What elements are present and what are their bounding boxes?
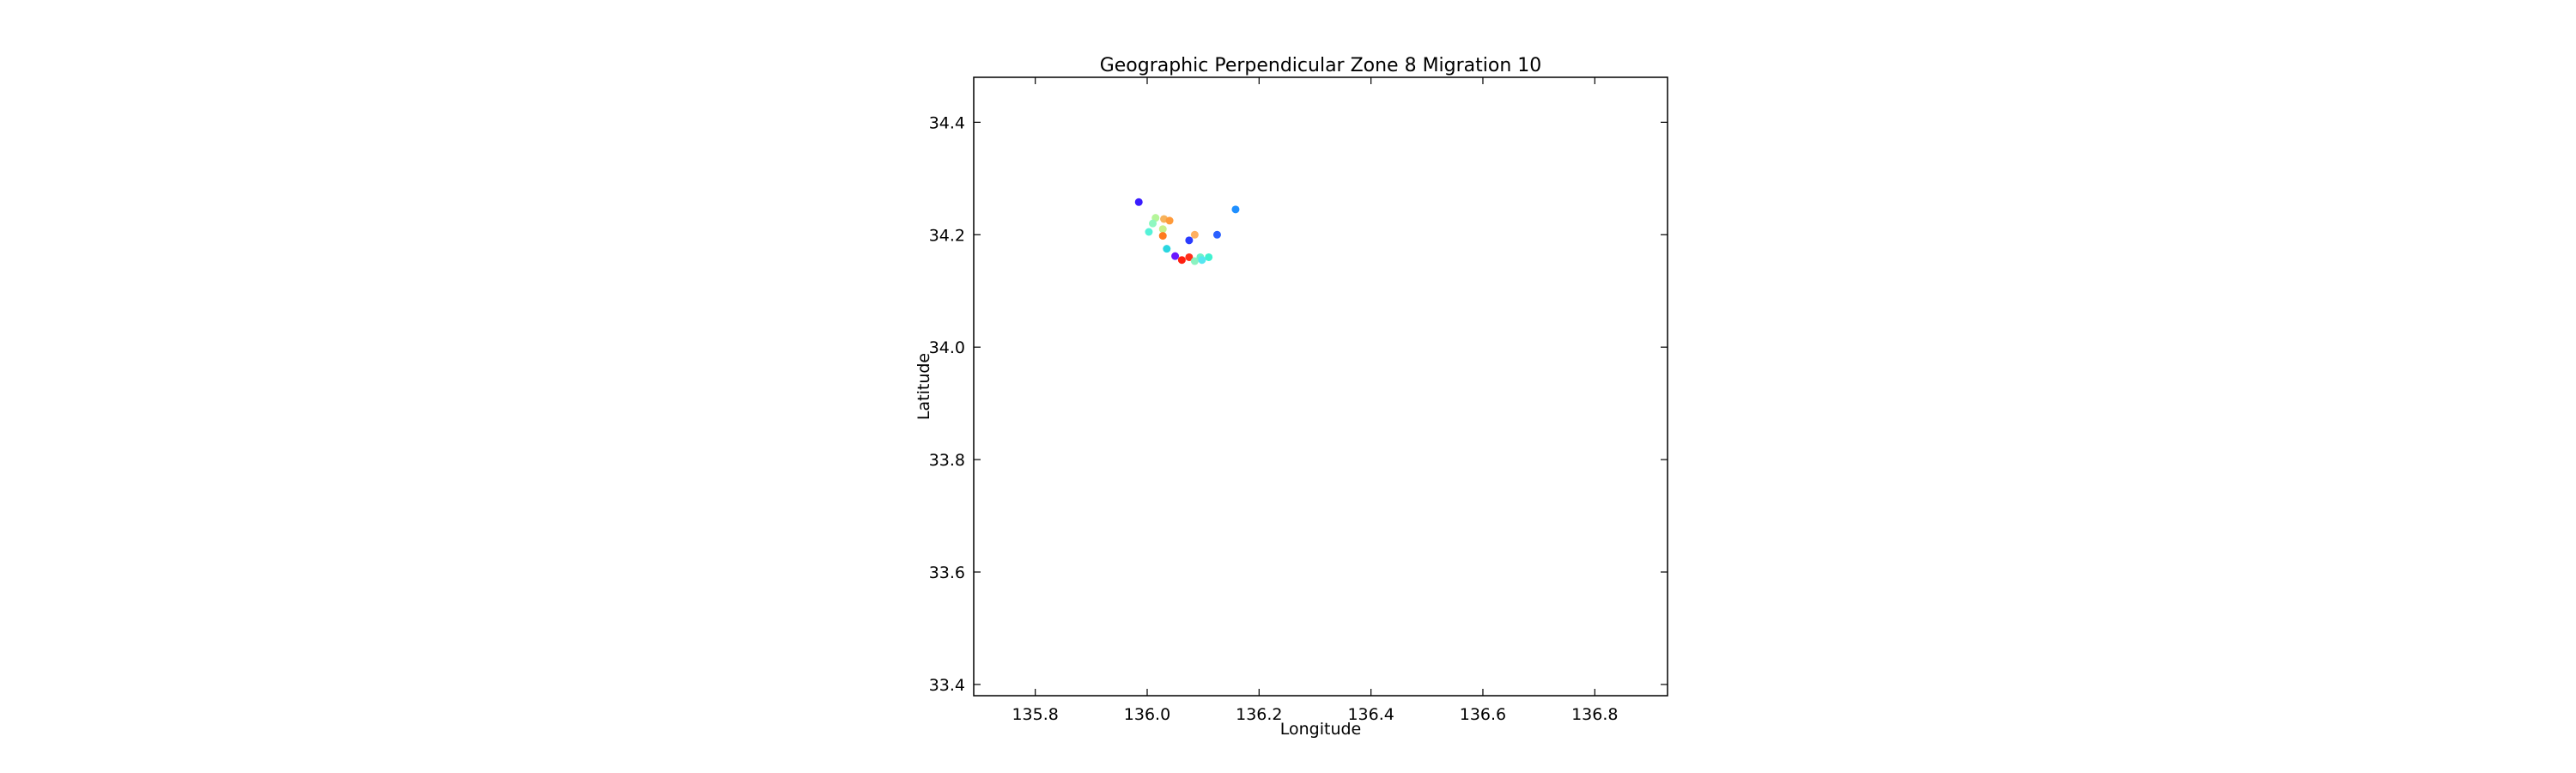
x-tick-label: 136.8 [1571,705,1618,724]
ticks-layer: 135.8 136.0 136.2 136.4 136.6 136.8 33.4 33.6 33… [929,77,1668,724]
x-tick-label: 136.4 [1347,705,1394,724]
scatter-point [1149,219,1157,228]
scatter-point [1185,236,1194,245]
scatter-point [1177,256,1186,265]
scatter-point [1190,257,1199,265]
x-tick-label: 136.0 [1124,705,1170,724]
plot-layer [1134,198,1240,265]
x-axis-label: Longitude [1280,720,1362,739]
x-tick-label: 136.6 [1460,705,1506,724]
x-tick-label: 135.8 [1012,705,1058,724]
scatter-point [1171,252,1180,260]
y-tick-label: 33.4 [929,676,965,695]
scatter-point [1212,230,1221,239]
y-tick-label: 33.8 [929,451,965,470]
scatter-point [1198,256,1206,265]
y-axis-label: Latitude [914,353,933,420]
y-tick-label: 33.6 [929,563,965,582]
scatter-point [1185,253,1194,261]
scatter-point [1163,245,1171,253]
scatter-point [1165,216,1174,225]
scatter-point [1205,253,1213,261]
scatter-point [1158,232,1167,240]
y-tick-label: 34.0 [929,338,965,357]
scatter-point [1145,228,1153,236]
chart-title: Geographic Perpendicular Zone 8 Migratio… [1100,55,1542,76]
scatter-point [1231,205,1240,214]
plot-frame [973,76,1668,697]
y-tick-label: 34.4 [929,113,965,132]
x-tick-label: 136.2 [1236,705,1282,724]
y-tick-label: 34.2 [929,226,965,245]
scatter-point [1158,225,1167,234]
scatter-point [1134,198,1143,206]
scatter-point [1190,230,1199,239]
